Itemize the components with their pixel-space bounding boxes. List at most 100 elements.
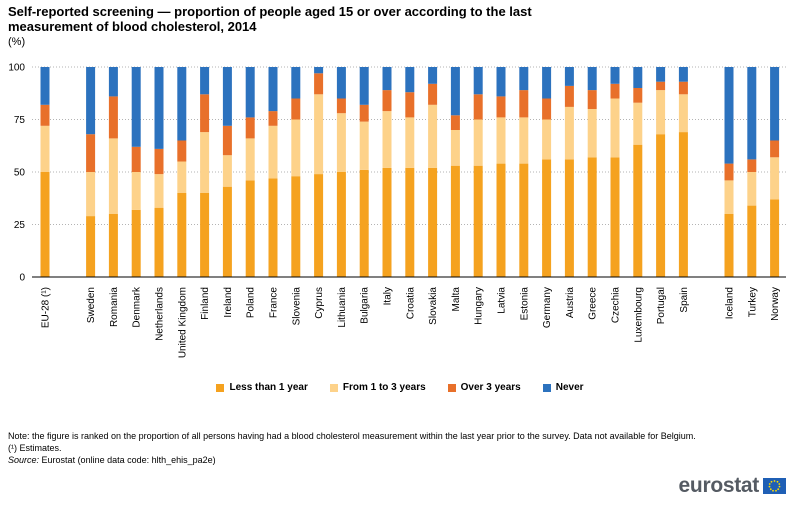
legend-item-1-to-3-years: From 1 to 3 years [329, 382, 426, 393]
bar-segment-never [245, 67, 255, 118]
x-tick-label: Spain [679, 287, 690, 313]
unit-label: (%) [8, 36, 26, 48]
source-line: Source: Eurostat (online data code: hlth… [8, 454, 696, 466]
bar-segment-less-than-1-year [770, 199, 780, 277]
bar-segment-over-3-years [86, 134, 96, 172]
x-tick-label: Denmark [132, 286, 143, 328]
bar-segment-never [108, 67, 118, 97]
bar-segment-over-3-years [177, 140, 187, 162]
x-tick-label: Croatia [405, 287, 416, 320]
bar-segment-over-3-years [405, 92, 415, 118]
bar-segment-less-than-1-year [291, 176, 301, 277]
bar-segment-1-to-3-years [336, 113, 346, 172]
x-tick-label: Finland [200, 287, 211, 320]
x-tick-label: Germany [542, 287, 553, 328]
bar-segment-less-than-1-year [587, 157, 597, 277]
x-tick-label: Portugal [656, 287, 667, 324]
bar-segment-never [610, 67, 620, 84]
bar-segment-never [314, 67, 324, 74]
x-tick-label: Lithuania [337, 287, 348, 328]
x-tick-label: Italy [383, 287, 394, 305]
bar-segment-less-than-1-year [610, 157, 620, 277]
bar-segment-less-than-1-year [496, 163, 506, 277]
x-tick-label: Latvia [497, 287, 508, 314]
bar-segment-1-to-3-years [200, 132, 210, 193]
bar-segment-over-3-years [656, 81, 666, 91]
x-tick-label: Iceland [725, 287, 736, 319]
bar-segment-1-to-3-years [587, 109, 597, 158]
bar-segment-less-than-1-year [450, 165, 460, 277]
legend-label: Over 3 years [460, 382, 521, 393]
bar-segment-never [656, 67, 666, 82]
x-tick-label: Romania [109, 287, 120, 327]
ranking-note: Note: the figure is ranked on the propor… [8, 431, 696, 441]
bar-segment-less-than-1-year [108, 214, 118, 277]
bar-segment-over-3-years [542, 98, 552, 120]
source-text: Eurostat (online data code: hlth_ehis_pa… [41, 455, 216, 465]
estimates-note: (¹) Estimates. [8, 443, 62, 453]
y-tick-label: 100 [8, 63, 25, 74]
bar-segment-over-3-years [564, 85, 574, 107]
x-tick-label: Slovakia [428, 287, 439, 325]
bar-segment-1-to-3-years [610, 98, 620, 158]
bar-segment-over-3-years [747, 159, 757, 172]
bar-segment-less-than-1-year [633, 144, 643, 277]
bar-segment-over-3-years [610, 83, 620, 99]
bar-segment-1-to-3-years [268, 125, 278, 179]
x-tick-label: Austria [565, 287, 576, 319]
bar-segment-over-3-years [382, 90, 392, 112]
x-tick-label: Netherlands [155, 287, 166, 341]
bar-segment-1-to-3-years [496, 117, 506, 164]
bar-segment-less-than-1-year [382, 167, 392, 277]
bar-segment-1-to-3-years [770, 157, 780, 200]
bar-segment-never [154, 67, 164, 149]
bar-segment-over-3-years [428, 83, 438, 105]
chart-title: Self-reported screening — proportion of … [8, 4, 532, 34]
bar-segment-less-than-1-year [314, 174, 324, 277]
x-tick-label: France [269, 287, 280, 319]
bar-segment-1-to-3-years [314, 94, 324, 175]
bar-segment-1-to-3-years [108, 138, 118, 214]
bar-segment-1-to-3-years [747, 172, 757, 206]
bar-segment-never [177, 67, 187, 141]
legend-label: From 1 to 3 years [342, 382, 426, 393]
bar-segment-over-3-years [770, 140, 780, 158]
x-tick-label: Poland [246, 287, 257, 318]
x-tick-label: EU-28 (¹) [41, 287, 52, 328]
chart-legend: Less than 1 year From 1 to 3 years Over … [0, 382, 800, 393]
x-tick-label: Turkey [747, 287, 758, 317]
bar-segment-less-than-1-year [154, 207, 164, 277]
bar-segment-less-than-1-year [428, 167, 438, 277]
bar-segment-never [291, 67, 301, 99]
bar-segment-1-to-3-years [633, 102, 643, 145]
x-tick-label: Bulgaria [360, 287, 371, 324]
bar-segment-less-than-1-year [245, 180, 255, 277]
legend-swatch-over-3-years [447, 383, 456, 392]
bar-segment-less-than-1-year [336, 172, 346, 277]
bar-segment-over-3-years [108, 96, 118, 139]
bar-segment-over-3-years [496, 96, 506, 118]
bar-segment-less-than-1-year [131, 209, 141, 277]
bar-segment-never [770, 67, 780, 141]
eurostat-logo[interactable]: eurostat [679, 474, 786, 498]
bar-segment-never [724, 67, 734, 164]
bar-segment-1-to-3-years [382, 111, 392, 168]
bar-segment-1-to-3-years [131, 172, 141, 210]
legend-swatch-never [542, 383, 551, 392]
bar-segment-over-3-years [473, 94, 483, 120]
legend-item-over-3-years: Over 3 years [447, 382, 521, 393]
x-tick-label: Cyprus [314, 287, 325, 319]
bar-segment-over-3-years [336, 98, 346, 114]
bar-segment-1-to-3-years [222, 155, 232, 187]
x-tick-label: Greece [588, 287, 599, 320]
bar-segment-over-3-years [222, 125, 232, 156]
x-tick-label: Slovenia [291, 287, 302, 326]
bar-segment-never [542, 67, 552, 99]
bar-segment-never [678, 67, 688, 82]
bar-segment-less-than-1-year [724, 214, 734, 277]
bar-segment-over-3-years [678, 81, 688, 95]
bar-segment-1-to-3-years [564, 106, 574, 160]
bar-segment-over-3-years [200, 94, 210, 133]
bar-segment-never [131, 67, 141, 147]
bar-segment-1-to-3-years [359, 121, 369, 170]
